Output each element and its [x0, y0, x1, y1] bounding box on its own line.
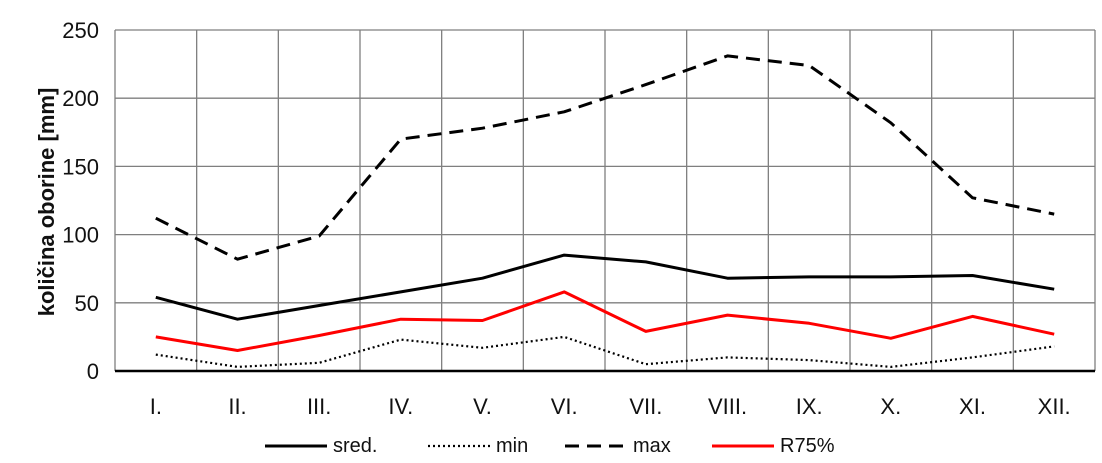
x-tick-labels: I. II. III. IV. V. VI. VII. VIII. IX. X. XI. XII.: [150, 394, 1071, 419]
legend: sred. min max R75%: [265, 435, 835, 457]
x-tick-label: IX.: [796, 394, 823, 419]
series-line-3: [155, 290, 1055, 352]
x-tick-label: I.: [150, 394, 162, 419]
x-tick-label: V.: [473, 394, 492, 419]
x-tick-label: XII.: [1038, 394, 1071, 419]
y-tick-label: 0: [87, 359, 99, 384]
x-tick-label: IV.: [388, 394, 413, 419]
series-lines: [155, 54, 1055, 368]
grid-lines: [114, 29, 1096, 371]
legend-label: min: [496, 435, 528, 457]
series-line-1: [155, 335, 1055, 368]
y-tick-label: 200: [62, 86, 99, 111]
y-tick-label: 250: [62, 18, 99, 43]
series-line-2: [155, 54, 1055, 261]
y-tick-label: 150: [62, 154, 99, 179]
x-tick-label: VII.: [629, 394, 662, 419]
y-tick-label: 50: [75, 291, 99, 316]
x-tick-label: XI.: [959, 394, 986, 419]
x-tick-label: X.: [880, 394, 901, 419]
y-tick-labels: 0 50 100 150 200 250: [62, 18, 99, 384]
x-tick-label: III.: [307, 394, 331, 419]
x-tick-label: II.: [228, 394, 246, 419]
legend-label: R75%: [780, 435, 835, 457]
y-tick-label: 100: [62, 223, 99, 248]
legend-label: sred.: [333, 435, 377, 457]
x-tick-label: VIII.: [708, 394, 747, 419]
y-axis-label: količina oborine [mm]: [34, 88, 59, 317]
legend-label: max: [633, 435, 671, 457]
series-line-0: [155, 253, 1055, 321]
x-tick-label: VI.: [551, 394, 578, 419]
